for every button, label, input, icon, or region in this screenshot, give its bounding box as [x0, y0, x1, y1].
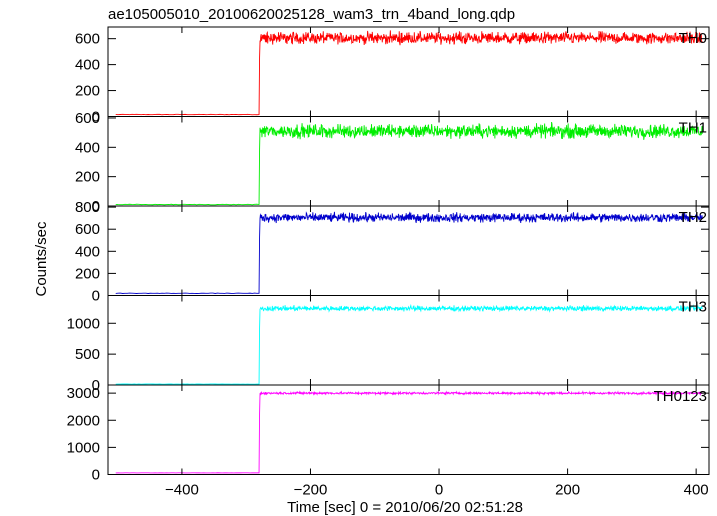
y-axis-label: Counts/sec — [33, 221, 50, 297]
y-tick-label: 0 — [92, 467, 100, 484]
y-tick-label: 200 — [75, 265, 100, 282]
x-tick-label: −200 — [294, 482, 328, 499]
y-tick-label: 200 — [75, 169, 100, 186]
y-tick-label: 0 — [92, 288, 100, 305]
y-tick-label: 2000 — [67, 412, 100, 429]
y-tick-label: 400 — [75, 243, 100, 260]
y-tick-label: 600 — [75, 110, 100, 127]
series-line-th3 — [115, 303, 703, 385]
x-tick-label: 400 — [684, 482, 709, 499]
y-tick-label: 0 — [92, 377, 100, 394]
x-tick-label: 0 — [435, 482, 443, 499]
panels-group: 0 200 400 600 TH0 0 200 400 600 TH1 0 200 400 600 800 T… — [67, 26, 710, 499]
panel-th0123: 0 1000 2000 3000 TH0123 — [67, 384, 710, 484]
y-tick-label: 0 — [92, 109, 100, 126]
chart-title: ae105005010_20100620025128_wam3_trn_4ban… — [108, 6, 515, 23]
panel-th2: 0 200 400 600 800 TH2 — [75, 199, 710, 305]
series-label-th0123: TH0123 — [654, 388, 707, 405]
y-tick-label: 1000 — [67, 439, 100, 456]
x-axis-label: Time [sec] 0 = 2010/06/20 02:51:28 — [287, 499, 523, 516]
y-tick-label: 400 — [75, 139, 100, 156]
x-tick-label: 200 — [555, 482, 580, 499]
y-tick-label: 1000 — [67, 315, 100, 332]
series-label-th2: TH2 — [679, 209, 707, 226]
panel-th1: 0 200 400 600 TH1 — [75, 110, 710, 215]
series-line-th2 — [115, 211, 703, 294]
y-tick-label: 0 — [92, 198, 100, 215]
y-tick-label: 800 — [75, 199, 100, 216]
series-line-th1 — [115, 121, 703, 206]
y-tick-label: 600 — [75, 31, 100, 48]
series-label-th3: TH3 — [679, 299, 707, 316]
panel-th3: 0 500 1000 TH3 — [67, 295, 710, 394]
panel-frame — [107, 384, 710, 475]
y-tick-label: 600 — [75, 221, 100, 238]
y-tick-label: 400 — [75, 57, 100, 74]
series-label-th1: TH1 — [679, 120, 707, 137]
panel-th0: 0 200 400 600 TH0 — [75, 26, 710, 126]
series-line-th0123 — [115, 390, 703, 474]
y-tick-label: 200 — [75, 83, 100, 100]
series-line-th0 — [115, 30, 703, 116]
y-tick-label: 500 — [75, 346, 100, 363]
series-label-th0: TH0 — [679, 30, 707, 47]
x-tick-label: −400 — [165, 482, 199, 499]
y-tick-label: 3000 — [67, 385, 100, 402]
